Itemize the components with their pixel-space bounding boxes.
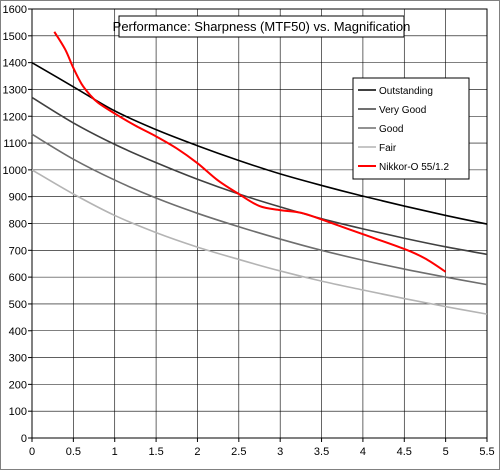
y-tick-label: 600 [9, 272, 27, 284]
title-border [118, 15, 405, 38]
series-group [31, 31, 488, 315]
y-tick-label: 0 [21, 433, 27, 445]
legend-label: Very Good [379, 105, 426, 116]
y-tick-label: 1600 [3, 4, 27, 16]
y-tick-label: 1000 [3, 165, 27, 177]
x-tick-label: 3 [277, 446, 283, 458]
y-tick-label: 1500 [3, 31, 27, 43]
chart-title: Performance: Sharpness (MTF50) vs. Magni… [113, 19, 411, 34]
y-tick-label: 1100 [3, 138, 27, 150]
legend-label: Nikkor-O 55/1.2 [379, 162, 449, 173]
x-tick-label: 2.5 [231, 446, 246, 458]
y-tick-label: 400 [9, 326, 27, 338]
x-tick-label: 4.5 [397, 446, 412, 458]
series-line-good [31, 133, 488, 286]
series-line-outstanding [31, 61, 488, 225]
y-tick-label: 800 [9, 219, 27, 231]
y-tick-label: 200 [9, 379, 27, 391]
series-line-nikkor-o-55-1-2 [53, 31, 447, 273]
x-tick-label: 0.5 [66, 446, 81, 458]
y-tick-label: 500 [9, 299, 27, 311]
series-line-very-good [31, 96, 488, 256]
x-tick-label: 0 [29, 446, 35, 458]
x-tick-label: 5.5 [479, 446, 494, 458]
legend-label: Fair [379, 143, 397, 154]
legend-label: Good [379, 124, 403, 135]
x-tick-label: 1 [112, 446, 118, 458]
y-tick-label: 700 [9, 245, 27, 257]
x-tick-label: 5 [443, 446, 449, 458]
y-tick-label: 1400 [3, 58, 27, 70]
legend-label: Outstanding [379, 86, 433, 97]
y-tick-label: 1300 [3, 84, 27, 96]
series-line-fair [31, 169, 488, 315]
y-tick-label: 900 [9, 192, 27, 204]
y-tick-label: 100 [9, 406, 27, 418]
legend: Outstanding Very Good Good Fair Nikkor-O 55/… [352, 77, 470, 180]
x-tick-label: 4 [360, 446, 366, 458]
chart-title-box: Performance: Sharpness (MTF50) vs. Magni… [113, 15, 411, 38]
y-tick-label: 1200 [3, 111, 27, 123]
x-tick-label: 2 [194, 446, 200, 458]
axis-ticks: 0 0.5 1 1.5 2 2.5 3 3.5 4 4.5 5 5.5 0 100 200 300 400 500… [3, 4, 495, 458]
x-tick-label: 3.5 [314, 446, 329, 458]
x-tick-label: 1.5 [148, 446, 163, 458]
y-tick-label: 300 [9, 353, 27, 365]
grid [31, 8, 488, 439]
